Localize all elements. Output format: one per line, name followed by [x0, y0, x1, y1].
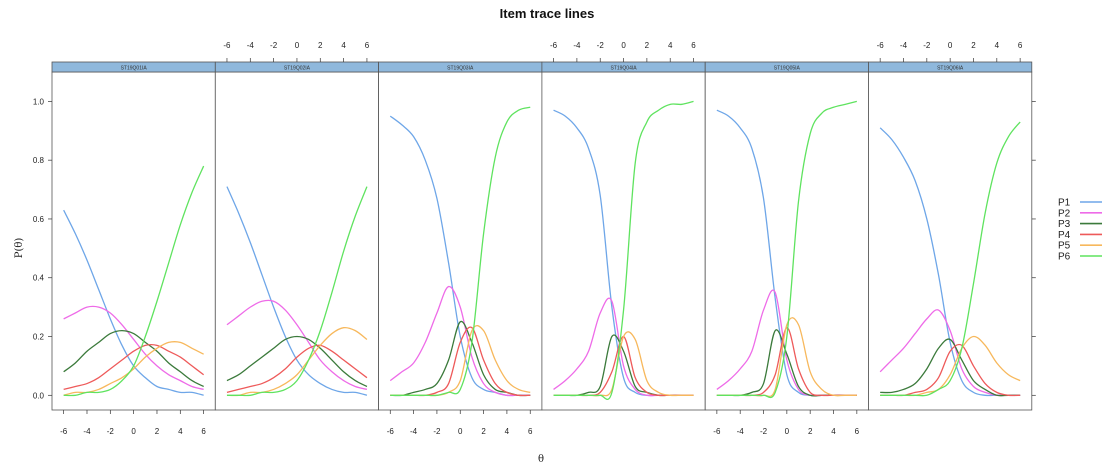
series-line-P4: [63, 343, 205, 391]
panel-strip-label: ST19Q05IA: [774, 66, 801, 72]
x-tick-label: 6: [691, 41, 696, 50]
x-tick-label: 4: [505, 427, 510, 436]
y-axis-label: P(θ): [14, 238, 25, 259]
x-axis-label: θ: [538, 454, 544, 465]
series-line-P6: [226, 186, 368, 397]
series-line-P1: [226, 186, 368, 396]
x-tick-label: -2: [760, 427, 768, 436]
panel-strip-label: ST19Q02IA: [284, 66, 311, 72]
x-tick-label: 4: [178, 427, 183, 436]
x-tick-label: 4: [341, 41, 346, 50]
x-tick-label: 6: [1018, 41, 1023, 50]
series-line-P6: [553, 100, 694, 401]
series-line-P6: [390, 106, 531, 397]
series-line-P3: [63, 329, 204, 388]
panel-strip-label: ST19Q06IA: [937, 66, 964, 72]
y-tick-label: 0.4: [33, 274, 45, 283]
legend-label-P1: P1: [1058, 198, 1071, 209]
series-line-P6: [63, 165, 205, 397]
x-tick-label: 6: [365, 41, 370, 50]
panel-strip-label: ST19Q01IA: [121, 66, 148, 72]
x-tick-label: -2: [270, 41, 278, 50]
x-tick-label: -6: [223, 41, 231, 50]
x-tick-label: -6: [60, 427, 68, 436]
x-tick-label: 2: [318, 41, 323, 50]
panel-frame: [378, 71, 543, 411]
x-tick-label: -2: [433, 427, 441, 436]
legend-label-P3: P3: [1058, 219, 1071, 230]
x-tick-label: 2: [155, 427, 160, 436]
legend-label-P4: P4: [1058, 230, 1071, 241]
x-tick-label: -4: [573, 41, 581, 50]
chart-title: Item trace lines: [500, 6, 595, 21]
legend-label-P2: P2: [1058, 208, 1071, 219]
x-tick-label: 4: [668, 41, 673, 50]
x-tick-label: 4: [995, 41, 1000, 50]
y-tick-label: 0.6: [33, 215, 45, 224]
series-line-P2: [389, 285, 531, 397]
x-tick-label: 2: [971, 41, 976, 50]
x-tick-label: 0: [785, 427, 790, 436]
x-tick-label: -4: [900, 41, 908, 50]
panel-frame: [541, 71, 706, 411]
x-tick-label: -6: [550, 41, 558, 50]
series-line-P6: [716, 100, 857, 399]
x-tick-label: -2: [597, 41, 605, 50]
panel-ST19Q05IA: ST19Q05IA -6 -4 -2 0 2 4 6: [704, 61, 869, 436]
panel-ST19Q02IA: ST19Q02IA -6 -4 -2 0 2 4 6: [214, 41, 380, 411]
x-tick-label: -6: [713, 427, 721, 436]
x-tick-label: 2: [808, 427, 813, 436]
series-line-P5: [226, 326, 368, 397]
panel-ST19Q06IA: ST19Q06IA -6 -4 -2 0 2 4 6: [868, 41, 1033, 411]
x-tick-label: 2: [645, 41, 650, 50]
panel-frame: [214, 71, 380, 411]
x-tick-label: -2: [107, 427, 115, 436]
x-tick-label: 0: [131, 427, 136, 436]
series-line-P3: [880, 338, 1021, 397]
panel-ST19Q03IA: ST19Q03IA -6 -4 -2 0 2 4 6: [378, 61, 543, 436]
series-line-P4: [226, 344, 368, 394]
x-tick-label: 6: [855, 427, 860, 436]
x-tick-label: 6: [528, 427, 533, 436]
x-tick-label: 0: [621, 41, 626, 50]
panel-frame: [868, 71, 1033, 411]
panel-ST19Q01IA: ST19Q01IA -6 -4 -2 0 2 4 6: [51, 61, 216, 436]
series-line-P6: [880, 121, 1021, 397]
x-tick-label: 0: [458, 427, 463, 436]
x-tick-label: -4: [247, 41, 255, 50]
y-tick-label: 0.2: [33, 333, 45, 342]
series-line-P2: [226, 299, 368, 391]
x-tick-label: 4: [831, 427, 836, 436]
series-line-P3: [226, 335, 368, 388]
x-tick-label: 0: [948, 41, 953, 50]
series-line-P2: [63, 305, 204, 391]
legend-label-P5: P5: [1058, 241, 1071, 252]
y-tick-label: 0.8: [33, 156, 45, 165]
x-tick-label: 2: [481, 427, 486, 436]
y-tick-label: 0.0: [33, 391, 45, 400]
panel-strip-label: ST19Q03IA: [447, 66, 474, 72]
x-tick-label: -4: [737, 427, 745, 436]
x-tick-label: 6: [201, 427, 206, 436]
x-tick-label: -6: [877, 41, 885, 50]
y-tick-label: 1.0: [33, 97, 45, 106]
x-tick-label: 0: [295, 41, 300, 50]
panel-frame: [51, 71, 216, 411]
x-tick-label: -2: [923, 41, 931, 50]
legend-label-P6: P6: [1058, 252, 1071, 263]
x-tick-label: -6: [387, 427, 395, 436]
panel-ST19Q04IA: ST19Q04IA -6 -4 -2 0 2 4 6: [541, 41, 706, 411]
x-tick-label: -4: [83, 427, 91, 436]
x-tick-label: -4: [410, 427, 418, 436]
panel-strip-label: ST19Q04IA: [610, 66, 637, 72]
